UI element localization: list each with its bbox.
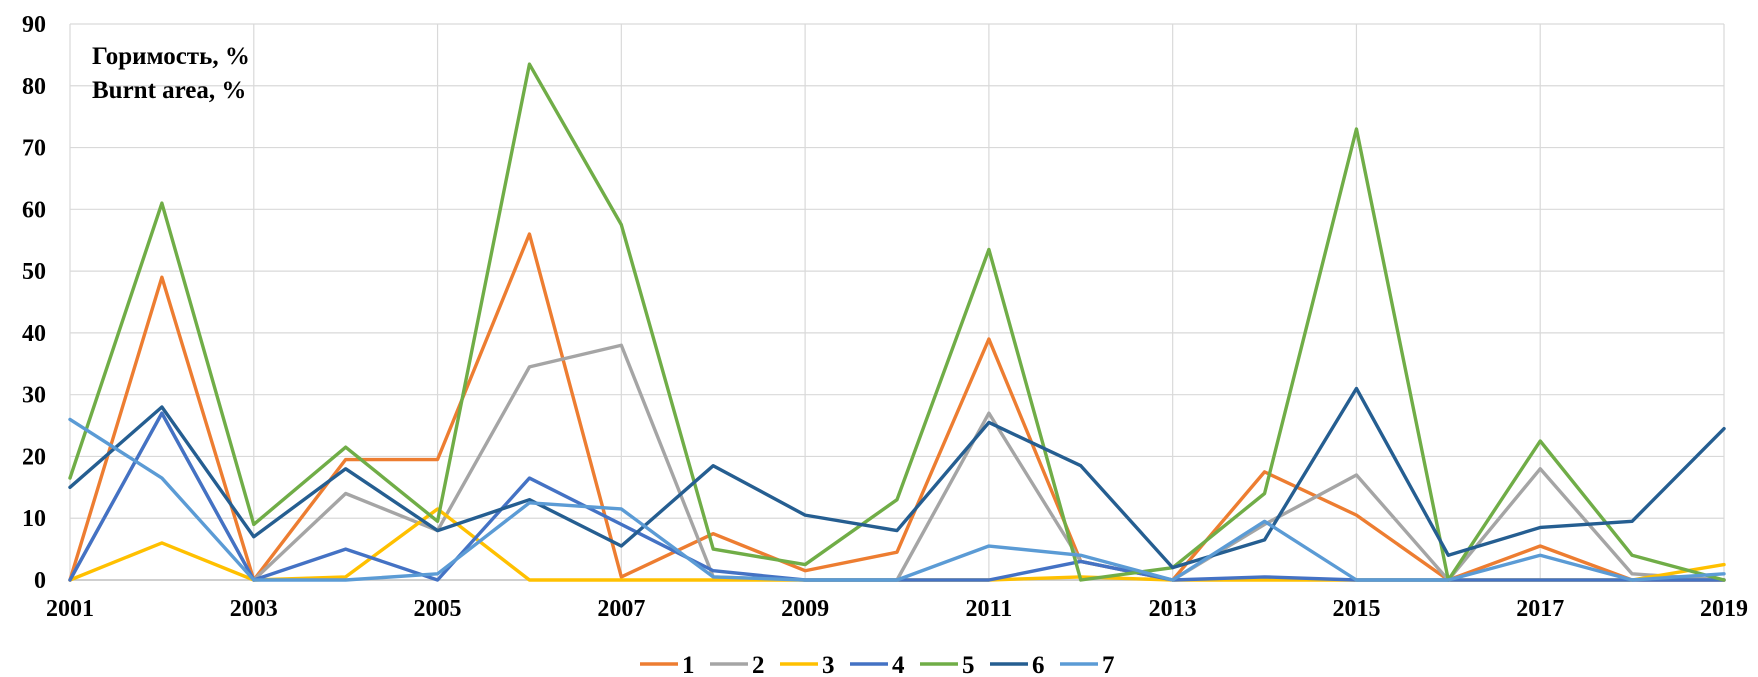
legend-label: 7 bbox=[1102, 652, 1115, 677]
y-tick-label: 0 bbox=[34, 568, 46, 594]
y-tick-label: 40 bbox=[22, 321, 46, 347]
legend-item-2: 2 bbox=[710, 652, 765, 677]
x-tick-label: 2019 bbox=[1700, 596, 1748, 622]
x-tick-label: 2013 bbox=[1149, 596, 1197, 622]
x-tick-label: 2017 bbox=[1516, 596, 1564, 622]
y-tick-label: 50 bbox=[22, 259, 46, 285]
grid bbox=[69, 23, 1725, 581]
y-axis-label-line-2: Burnt area, % bbox=[92, 77, 246, 104]
legend-item-4: 4 bbox=[850, 652, 905, 677]
x-tick-label: 2005 bbox=[414, 596, 462, 622]
legend-label: 5 bbox=[962, 652, 975, 677]
x-tick-label: 2011 bbox=[966, 596, 1013, 622]
y-tick-label: 10 bbox=[22, 506, 46, 532]
y-tick-label: 70 bbox=[22, 136, 46, 162]
legend-item-1: 1 bbox=[640, 652, 695, 677]
legend-item-5: 5 bbox=[920, 652, 975, 677]
x-tick-label: 2007 bbox=[597, 596, 645, 622]
y-tick-label: 60 bbox=[22, 197, 46, 223]
legend-label: 2 bbox=[752, 652, 765, 677]
legend-item-6: 6 bbox=[990, 652, 1045, 677]
y-tick-label: 30 bbox=[22, 383, 46, 409]
series-line-6 bbox=[68, 386, 1726, 570]
series-line-2 bbox=[68, 343, 1726, 582]
x-axis-ticks: 2001 2003 2005 2007 2009 2011 2013 2015 2017 2019 bbox=[46, 596, 1748, 622]
legend-item-7: 7 bbox=[1060, 652, 1115, 677]
legend-label: 4 bbox=[892, 652, 905, 677]
series-lines bbox=[68, 62, 1726, 582]
y-axis-label-line-1: Горимость, % bbox=[92, 43, 250, 70]
y-tick-label: 90 bbox=[22, 12, 46, 38]
x-tick-label: 2009 bbox=[781, 596, 829, 622]
x-tick-label: 2003 bbox=[230, 596, 278, 622]
y-tick-label: 20 bbox=[22, 444, 46, 470]
legend-label: 6 bbox=[1032, 652, 1045, 677]
series-line-7 bbox=[68, 417, 1726, 582]
y-tick-label: 80 bbox=[22, 74, 46, 100]
x-tick-label: 2015 bbox=[1332, 596, 1380, 622]
y-axis-label: Горимость, % Burnt area, % bbox=[92, 43, 250, 104]
legend: 1 2 3 4 5 6 7 bbox=[640, 652, 1115, 677]
series-line-5 bbox=[68, 62, 1726, 582]
x-tick-label: 2001 bbox=[46, 596, 94, 622]
legend-label: 3 bbox=[822, 652, 835, 677]
y-axis-ticks: 0 10 20 30 40 50 60 70 80 90 bbox=[22, 12, 46, 594]
legend-item-3: 3 bbox=[780, 652, 835, 677]
legend-label: 1 bbox=[682, 652, 695, 677]
